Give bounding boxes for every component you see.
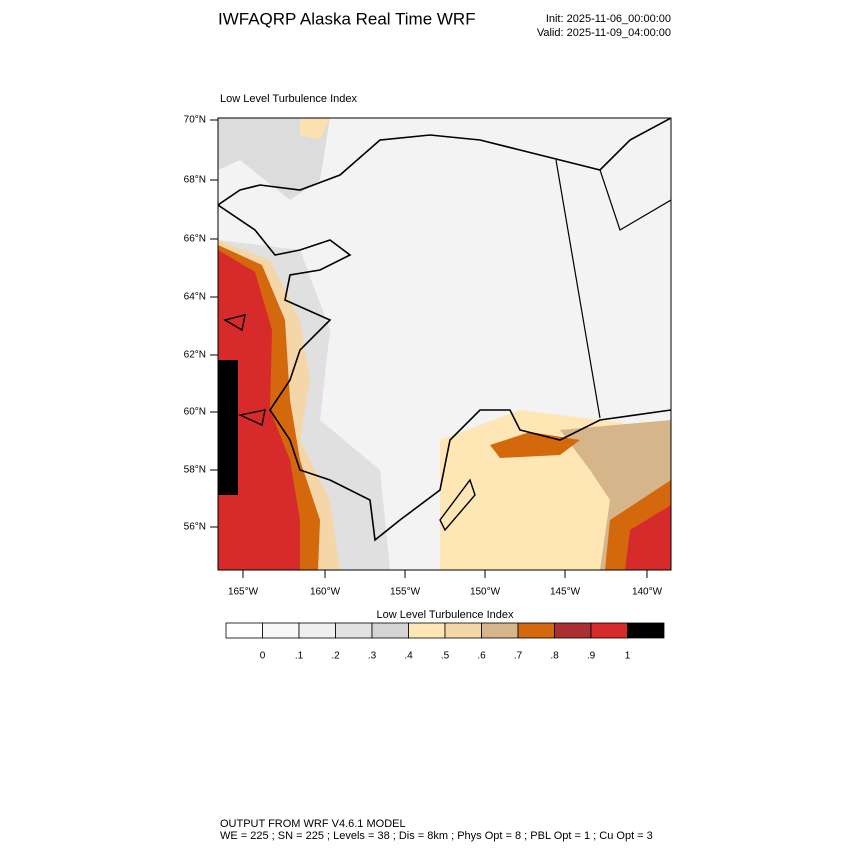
lon-label: 140°W (632, 587, 663, 598)
lat-label: 58°N (184, 465, 206, 476)
valid-time: Valid: 2025-11-09_04:00:00 (537, 27, 671, 39)
colorbar-box (517, 622, 555, 639)
shade (218, 118, 330, 200)
title: IWFAQRP Alaska Real Time WRF (218, 9, 476, 28)
colorbar-tick-label: 1 (625, 651, 631, 662)
lon-label: 165°W (228, 587, 259, 598)
lat-label: 66°N (184, 234, 206, 245)
map-frame (217, 117, 672, 571)
colorbar-box (371, 622, 409, 639)
map-title: Low Level Turbulence Index (220, 93, 357, 105)
colorbar-box (262, 622, 300, 639)
colorbar-box (335, 622, 373, 639)
island (223, 314, 476, 532)
colorbar-tick-label: .9 (587, 651, 596, 662)
footer-line: OUTPUT FROM WRF V4.6.1 MODEL (220, 818, 406, 830)
colorbar-box (627, 622, 665, 639)
colorbar-tick-label: .8 (550, 651, 559, 662)
lat-label: 56°N (184, 522, 206, 533)
lon-label: 160°W (310, 587, 341, 598)
colorbar-tick-label: .2 (331, 651, 340, 662)
lon-label: 155°W (390, 587, 421, 598)
lat-label: 62°N (184, 350, 206, 361)
lat-label: 60°N (184, 407, 206, 418)
shade (625, 505, 671, 570)
colorbar-box (481, 622, 519, 639)
shade (218, 250, 300, 570)
shade (300, 118, 330, 140)
border (555, 159, 671, 419)
map (217, 117, 672, 571)
lon-label: 150°W (470, 587, 501, 598)
colorbar-tick-label: 0 (260, 651, 266, 662)
colorbar-tick-label: .3 (368, 651, 377, 662)
lat-label: 70°N (184, 115, 206, 126)
shade (218, 360, 238, 495)
colorbar-tick-label: .4 (404, 651, 413, 662)
footer-line: WE = 225 ; SN = 225 ; Levels = 38 ; Dis … (220, 830, 653, 842)
init-time: Init: 2025-11-06_00:00:00 (546, 13, 671, 25)
colorbar-box (444, 622, 482, 639)
lon-label: 145°W (550, 587, 581, 598)
colorbar-box (298, 622, 336, 639)
colorbar-tick-label: .1 (295, 651, 304, 662)
lat-label: 64°N (184, 292, 206, 303)
shade (490, 432, 580, 458)
colorbar-box (225, 622, 263, 639)
colorbar-tick-label: .5 (441, 651, 450, 662)
colorbar-tick-label: .6 (477, 651, 486, 662)
colorbar-tick-label: .7 (514, 651, 523, 662)
colorbar-box (554, 622, 592, 639)
lat-label: 68°N (184, 175, 206, 186)
colorbar-title: Low Level Turbulence Index (377, 609, 514, 621)
colorbar-box (408, 622, 446, 639)
colorbar-box (590, 622, 628, 639)
